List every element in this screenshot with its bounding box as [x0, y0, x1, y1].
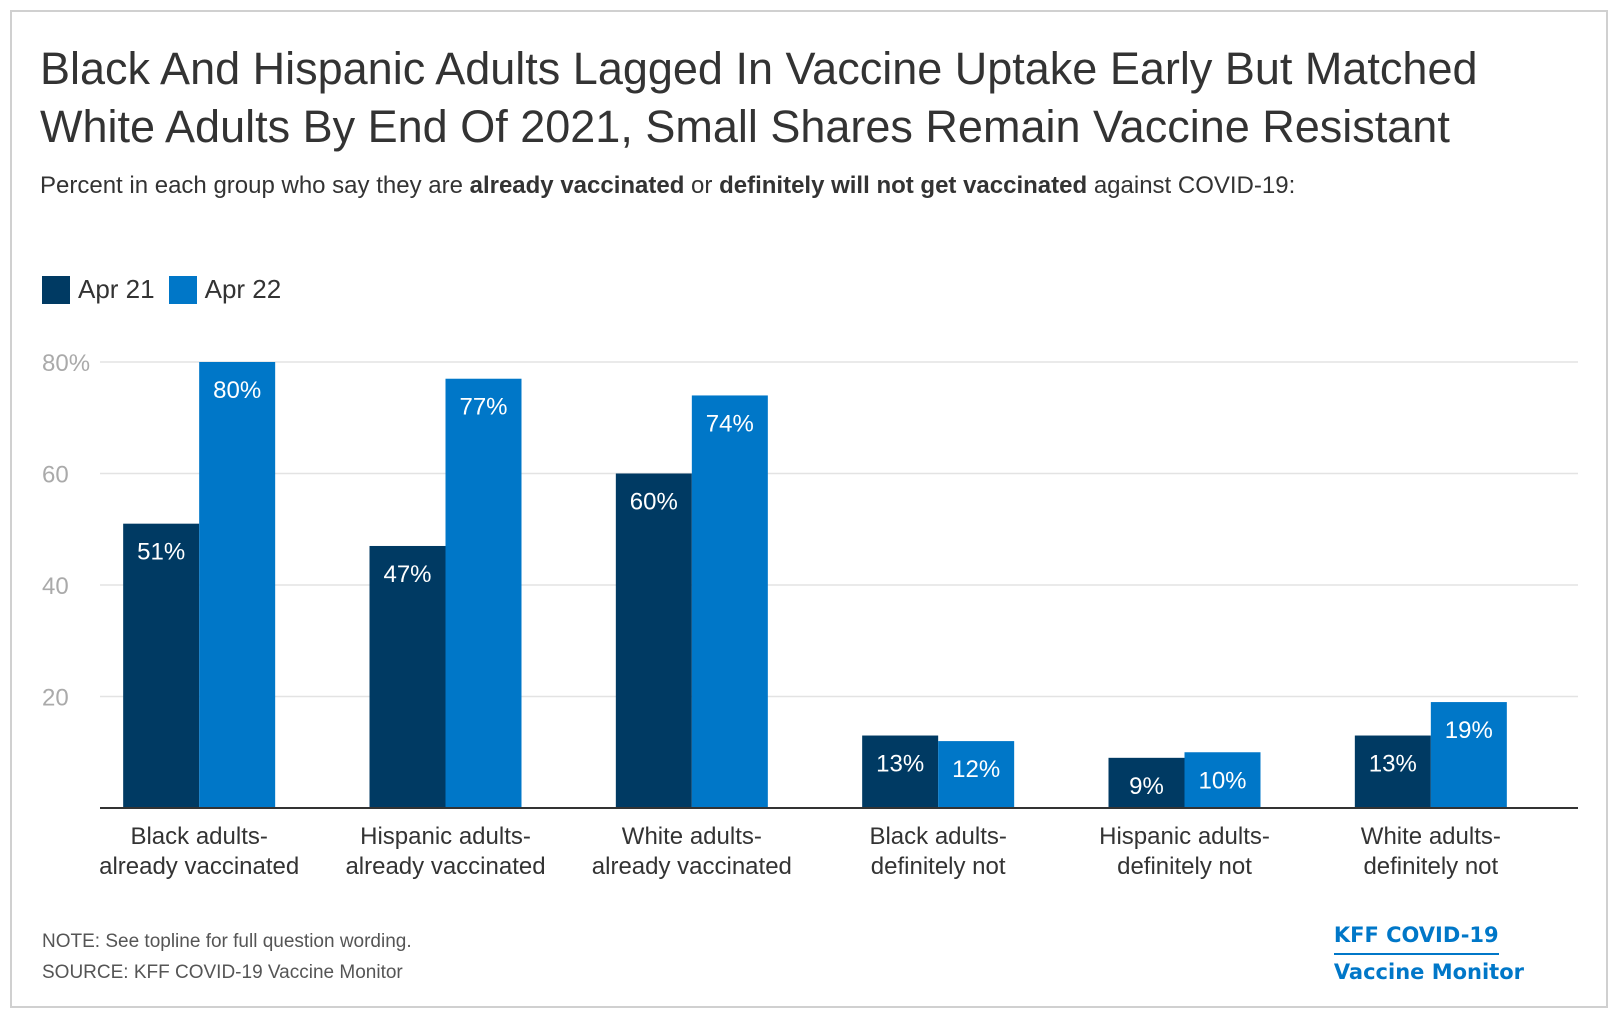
bar-data-label: 19% [1445, 717, 1493, 744]
bar [369, 545, 446, 808]
note-text: NOTE: See topline for full question word… [42, 931, 412, 952]
x-category-label-line: already vaccinated [345, 853, 545, 880]
bar [691, 395, 768, 808]
x-category-label-line: Black adults- [130, 823, 267, 850]
bar-data-label: 47% [383, 561, 431, 588]
y-tick-label: 40 [42, 573, 69, 600]
chart-legend: Apr 21 Apr 22 [42, 274, 295, 305]
y-tick-label: 20 [42, 685, 69, 712]
x-category-label: White adults-already vaccinated [592, 823, 792, 880]
bar [938, 741, 1015, 808]
bar-data-label: 51% [137, 539, 185, 566]
x-category-label-line: definitely not [1117, 853, 1252, 880]
bar [1184, 752, 1261, 808]
chart-title: Black And Hispanic Adults Lagged In Vacc… [40, 43, 1478, 152]
bar [1430, 702, 1507, 808]
y-tick-label: 80% [42, 350, 90, 377]
chart-frame [10, 10, 1608, 1008]
chart-subtitle: Percent in each group who say they are a… [40, 172, 1295, 200]
bar [1354, 735, 1431, 808]
bar [199, 362, 276, 808]
x-category-label-line: Hispanic adults- [360, 823, 531, 850]
bar-chart: 20 40 60 80% 51% 80% Black adults-already vacc… [42, 350, 1578, 880]
bar-data-label: 10% [1198, 767, 1246, 794]
x-category-label-line: already vaccinated [592, 853, 792, 880]
bar [123, 523, 200, 808]
bar [445, 378, 522, 808]
x-category-label: Hispanic adults-definitely not [1099, 823, 1270, 880]
bar-data-label: 12% [952, 756, 1000, 783]
bar [862, 735, 939, 808]
x-category-label-line: definitely not [871, 853, 1006, 880]
bar-data-label: 80% [213, 377, 261, 404]
legend-label-apr21: Apr 21 [78, 274, 155, 304]
x-category-label-line: definitely not [1363, 853, 1498, 880]
x-category-label-line: Black adults- [869, 823, 1006, 850]
bar [615, 473, 692, 808]
bar [1108, 757, 1185, 808]
x-category-label-line: already vaccinated [99, 853, 299, 880]
bar-data-label: 13% [1369, 751, 1417, 778]
legend-item-apr22: Apr 22 [168, 274, 282, 305]
bar-data-label: 74% [706, 410, 754, 437]
bar-data-label: 77% [459, 394, 507, 421]
x-category-label: Black adults-already vaccinated [99, 823, 299, 880]
subtitle-bold-definitely-not: definitely will not get vaccinated [719, 172, 1088, 199]
footnotes: NOTE: See topline for full question word… [42, 926, 412, 988]
bar-data-label: 60% [630, 489, 678, 516]
subtitle-post: against COVID-19: [1087, 172, 1296, 199]
bar-data-label: 13% [876, 751, 924, 778]
x-category-label: Hispanic adults-already vaccinated [345, 823, 545, 880]
subtitle-bold-vaccinated: already vaccinated [469, 172, 685, 199]
kff-logo: KFF COVID-19 Vaccine Monitor [1333, 918, 1524, 989]
logo-line-1: KFF COVID-19 [1333, 918, 1499, 955]
x-category-label-line: Hispanic adults- [1099, 823, 1270, 850]
legend-item-apr21: Apr 21 [42, 274, 155, 305]
x-category-label-line: White adults- [622, 823, 762, 850]
legend-swatch-apr22 [168, 275, 197, 304]
source-text: SOURCE: KFF COVID-19 Vaccine Monitor [42, 962, 403, 983]
x-category-label: White adults-definitely not [1361, 823, 1501, 880]
legend-swatch-apr21 [42, 275, 70, 304]
subtitle-pre: Percent in each group who say they are [40, 172, 470, 199]
legend-label-apr22: Apr 22 [204, 274, 282, 304]
x-category-label: Black adults-definitely not [869, 823, 1006, 880]
y-tick-label: 60 [42, 462, 69, 489]
bar-data-label: 9% [1129, 773, 1164, 800]
subtitle-mid: or [684, 172, 720, 199]
logo-line-2: Vaccine Monitor [1333, 960, 1524, 984]
x-category-label-line: White adults- [1361, 823, 1501, 850]
